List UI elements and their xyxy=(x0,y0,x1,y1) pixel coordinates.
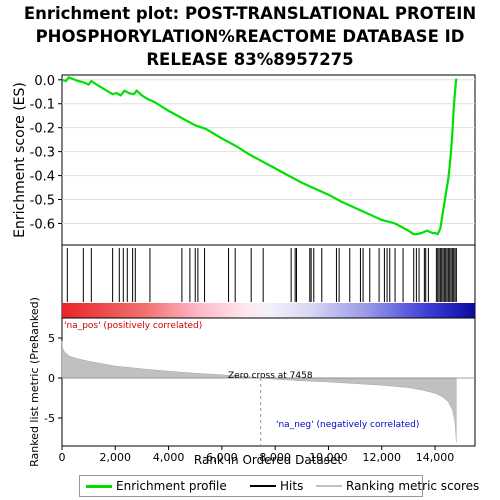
legend-label-enrichment: Enrichment profile xyxy=(116,479,227,493)
legend-label-ranking: Ranking metric scores xyxy=(346,479,480,493)
es-y-tick-label: -0.4 xyxy=(30,170,55,185)
pos-label: 'na_pos' (positively correlated) xyxy=(64,321,202,331)
es-y-tick-label: 0.0 xyxy=(34,74,55,89)
title-line-3: RELEASE 83%8957275 xyxy=(146,50,354,69)
x-tick-label: 10,000 xyxy=(309,451,348,464)
es-panel xyxy=(61,74,476,246)
zero-cross-label: Zero cross at 7458 xyxy=(228,371,313,381)
legend-swatch-ranking xyxy=(316,485,342,487)
x-tick-label: 8,000 xyxy=(259,451,291,464)
legend-swatch-hits xyxy=(250,485,276,487)
legend: Enrichment profile Hits Ranking metric s… xyxy=(79,475,479,497)
x-tick-label: 14,000 xyxy=(416,451,455,464)
enrichment-line-group xyxy=(62,76,458,236)
es-y-axis: 0.0 -0.1 -0.2 -0.3 -0.4 -0.5 -0.6 xyxy=(30,74,62,232)
metric-y-tick-label: 0 xyxy=(48,372,55,385)
es-y-tick-label: -0.3 xyxy=(30,146,55,161)
es-y-tick-label: -0.6 xyxy=(30,217,55,232)
rank-color-bar xyxy=(62,303,475,318)
enrichment-line xyxy=(62,76,458,236)
x-tick-label: 12,000 xyxy=(362,451,401,464)
metric-y-label: Ranked list metric (PreRanked) xyxy=(28,297,41,467)
title-line-1: Enrichment plot: POST-TRANSLATIONAL PROT… xyxy=(23,4,477,23)
x-axis-label: Rank in Ordered Dataset xyxy=(194,453,342,467)
x-tick-label: 0 xyxy=(59,451,66,464)
hits-group xyxy=(66,248,457,302)
neg-label: 'na_neg' (negatively correlated) xyxy=(276,420,419,430)
legend-item-ranking: Ranking metric scores xyxy=(316,479,479,493)
x-tick-label: 6,000 xyxy=(206,451,238,464)
es-grid xyxy=(62,79,475,224)
es-y-tick-label: -0.1 xyxy=(30,98,55,113)
x-axis: 0 2,000 4,000 6,000 8,000 10,000 12,000 14,000 xyxy=(59,446,455,464)
title-line-2: PHOSPHORYLATION%REACTOME DATABASE ID xyxy=(35,27,465,46)
x-tick-label: 4,000 xyxy=(153,451,185,464)
legend-item-hits: Hits xyxy=(250,479,303,493)
chart-title: Enrichment plot: POST-TRANSLATIONAL PROT… xyxy=(0,2,500,71)
legend-item-enrichment: Enrichment profile xyxy=(86,479,227,493)
es-y-label: Enrichment score (ES) xyxy=(12,82,28,238)
es-y-tick-label: -0.5 xyxy=(30,194,55,209)
metric-y-axis: 5 0 -5 xyxy=(44,332,62,425)
es-y-tick-label: -0.2 xyxy=(30,122,55,137)
legend-label-hits: Hits xyxy=(280,479,304,493)
metric-y-tick-label: -5 xyxy=(44,412,55,425)
legend-swatch-enrichment xyxy=(86,484,112,488)
x-tick-label: 2,000 xyxy=(100,451,132,464)
metric-y-tick-label: 5 xyxy=(48,332,55,345)
metric-group xyxy=(61,341,475,446)
ranked-metric-area xyxy=(61,341,457,443)
